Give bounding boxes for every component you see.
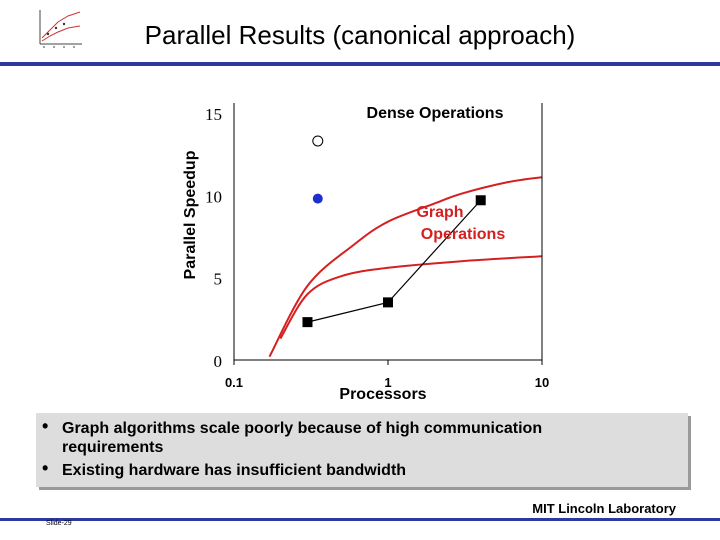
bullet-dot-icon: • (42, 416, 49, 436)
slide-number: Slide-29 (46, 520, 72, 527)
graph-operations-label-line1: Graph (416, 204, 463, 221)
bullet-text: Existing hardware has insufficient bandw… (62, 462, 407, 479)
dense-filled-point (312, 193, 323, 204)
graph-operations-label-line2: Operations (421, 226, 506, 243)
title-rule (0, 62, 720, 66)
bullet-item: • Existing hardware has insufficient ban… (36, 458, 622, 480)
y-tick-labels: 0 5 10 15 (205, 105, 222, 371)
footer-lab-name: MIT Lincoln Laboratory (528, 501, 680, 516)
fit-curves (268, 176, 543, 358)
slide-title: Parallel Results (canonical approach) (144, 20, 576, 50)
y-tick-label: 10 (205, 187, 222, 206)
y-tick-label: 0 (214, 352, 223, 371)
bullet-box: • Graph algorithms scale poorly because … (36, 413, 688, 487)
dense-operations-label: Dense Operations (367, 105, 504, 122)
y-tick-label: 15 (205, 105, 222, 124)
bullet-dot-icon: • (42, 458, 49, 478)
graph-operations-point (383, 297, 393, 308)
fit-curve-3 (268, 176, 543, 358)
x-axis-label: Processors (339, 386, 426, 403)
graph-operations-point (475, 195, 486, 206)
dense-open-point (312, 135, 324, 147)
logo-chart-icon (39, 10, 82, 48)
footer-rule (0, 518, 720, 521)
y-tick-label: 5 (214, 270, 223, 289)
x-tick-label: 1 (384, 375, 391, 390)
bullet-item: • Graph algorithms scale poorly because … (36, 416, 622, 457)
graph-operations-point (302, 317, 313, 328)
y-axis-label: Parallel Speedup (182, 150, 199, 279)
fit-curve-4 (279, 255, 543, 340)
dense-operations-series (312, 135, 324, 204)
x-tick-label: 0.1 (225, 375, 243, 390)
graph-operations-series (302, 195, 486, 328)
x-tick-labels: 0.1 1 10 (225, 360, 549, 390)
bullet-text: Graph algorithms scale poorly because of… (62, 420, 543, 456)
x-tick-label: 10 (535, 375, 549, 390)
